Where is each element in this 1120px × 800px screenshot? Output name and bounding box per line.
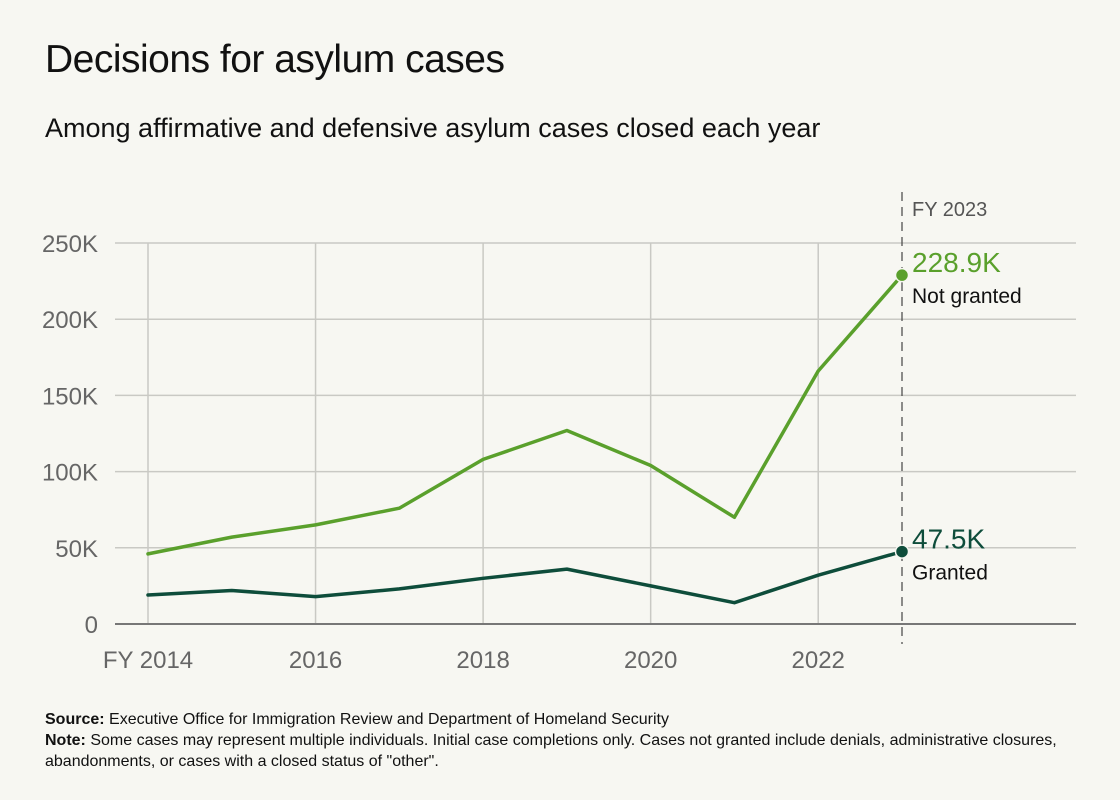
x-tick-label: 2016 bbox=[289, 647, 342, 674]
source-text: Executive Office for Immigration Review … bbox=[109, 711, 669, 728]
y-tick-label: 0 bbox=[85, 612, 98, 639]
y-tick-label: 50K bbox=[55, 536, 98, 563]
axes: 0 50K 100K 150K 200K 250K FY 2014 2016 2018 2020 2… bbox=[42, 231, 1076, 674]
reference-line-label: FY 2023 bbox=[912, 199, 987, 221]
series-end-value: 47.5K bbox=[912, 524, 985, 555]
chart-subtitle: Among affirmative and defensive asylum c… bbox=[45, 113, 821, 143]
note-text: Some cases may represent multiple indivi… bbox=[45, 732, 1057, 770]
series-line-granted bbox=[146, 549, 904, 605]
series-end-value: 228.9K bbox=[912, 247, 1001, 278]
y-tick-label: 100K bbox=[42, 460, 98, 487]
y-tick-label: 150K bbox=[42, 383, 98, 410]
line-chart: 0 50K 100K 150K 200K 250K FY 2014 2016 2018 2020 2… bbox=[42, 192, 1076, 674]
x-tick-label: 2022 bbox=[792, 647, 845, 674]
series-group bbox=[146, 267, 910, 605]
note-label: Note: bbox=[45, 732, 86, 749]
series-end-point bbox=[894, 267, 910, 283]
grid-lines bbox=[115, 242, 1076, 624]
note-line: Note: Some cases may represent multiple … bbox=[45, 730, 1085, 772]
callout-labels: 228.9K Not granted 47.5K Granted bbox=[912, 247, 1022, 584]
chart-title: Decisions for asylum cases bbox=[45, 38, 505, 81]
source-label: Source: bbox=[45, 711, 105, 728]
x-tick-label: 2018 bbox=[456, 647, 509, 674]
x-tick-label: 2020 bbox=[624, 647, 677, 674]
y-tick-label: 250K bbox=[42, 231, 98, 258]
y-tick-label: 200K bbox=[42, 307, 98, 334]
series-end-point bbox=[894, 544, 910, 559]
series-line-not-granted bbox=[146, 273, 904, 556]
x-tick-label: FY 2014 bbox=[103, 647, 193, 674]
series-end-name: Granted bbox=[912, 562, 988, 585]
chart-footer: Source: Executive Office for Immigration… bbox=[45, 709, 1085, 772]
reference-line-group: FY 2023 bbox=[901, 192, 987, 644]
source-line: Source: Executive Office for Immigration… bbox=[45, 709, 1085, 730]
series-end-name: Not granted bbox=[912, 285, 1022, 308]
